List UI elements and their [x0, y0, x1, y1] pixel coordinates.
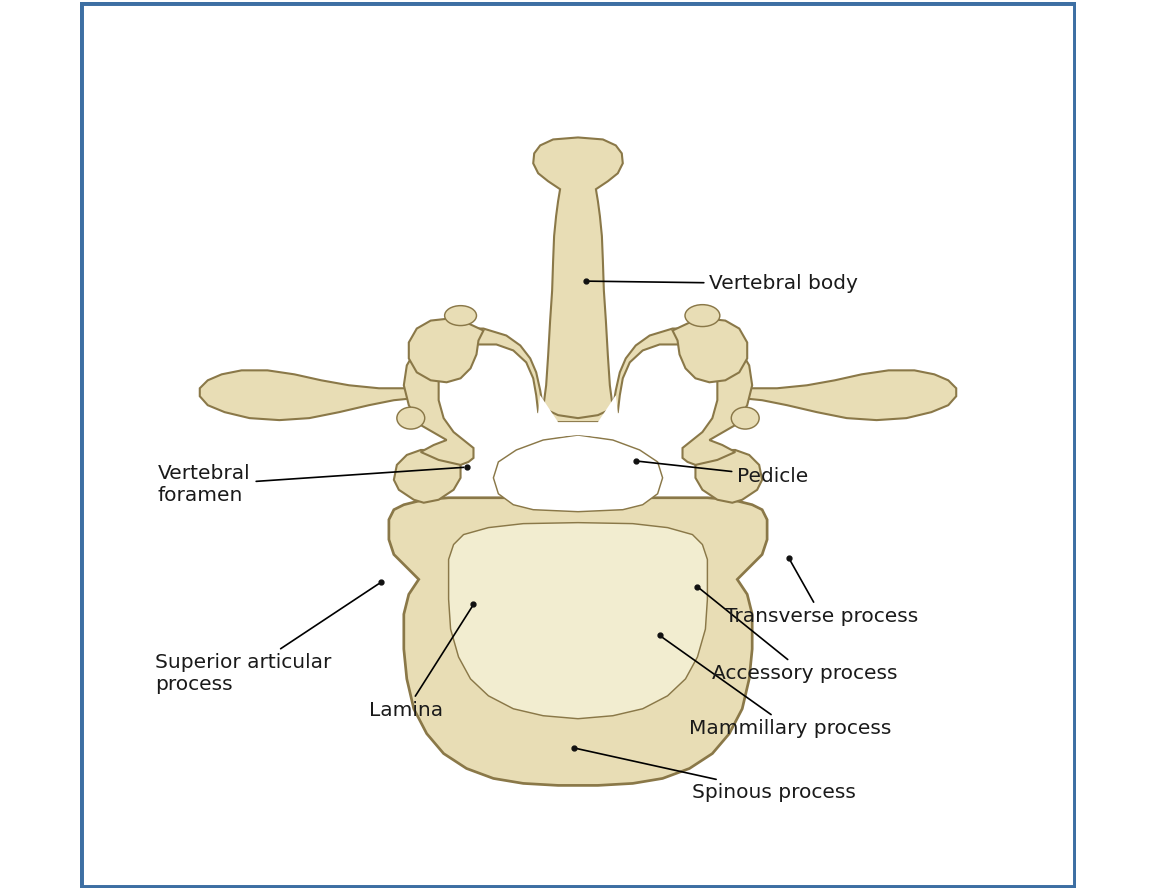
Polygon shape — [403, 328, 753, 465]
Ellipse shape — [732, 408, 759, 429]
Polygon shape — [536, 395, 620, 438]
Polygon shape — [200, 370, 418, 420]
Ellipse shape — [445, 305, 476, 326]
Text: Mammillary process: Mammillary process — [662, 637, 891, 738]
Polygon shape — [696, 450, 762, 503]
Text: Transverse process: Transverse process — [725, 561, 919, 627]
Polygon shape — [388, 498, 768, 785]
Polygon shape — [738, 370, 956, 420]
Polygon shape — [673, 319, 747, 383]
Text: Vertebral
foramen: Vertebral foramen — [158, 465, 464, 506]
Text: Superior articular
process: Superior articular process — [155, 584, 379, 694]
Polygon shape — [449, 522, 707, 719]
Polygon shape — [394, 450, 460, 503]
Polygon shape — [494, 435, 662, 512]
Ellipse shape — [397, 408, 424, 429]
Text: Accessory process: Accessory process — [699, 588, 898, 683]
Text: Pedicle: Pedicle — [638, 461, 808, 486]
Text: Vertebral body: Vertebral body — [588, 274, 858, 294]
Text: Spinous process: Spinous process — [577, 748, 857, 802]
Text: Lamina: Lamina — [369, 607, 472, 720]
Polygon shape — [533, 137, 623, 418]
Ellipse shape — [686, 304, 720, 327]
Polygon shape — [409, 319, 483, 383]
Bar — [80, 2, 1076, 888]
